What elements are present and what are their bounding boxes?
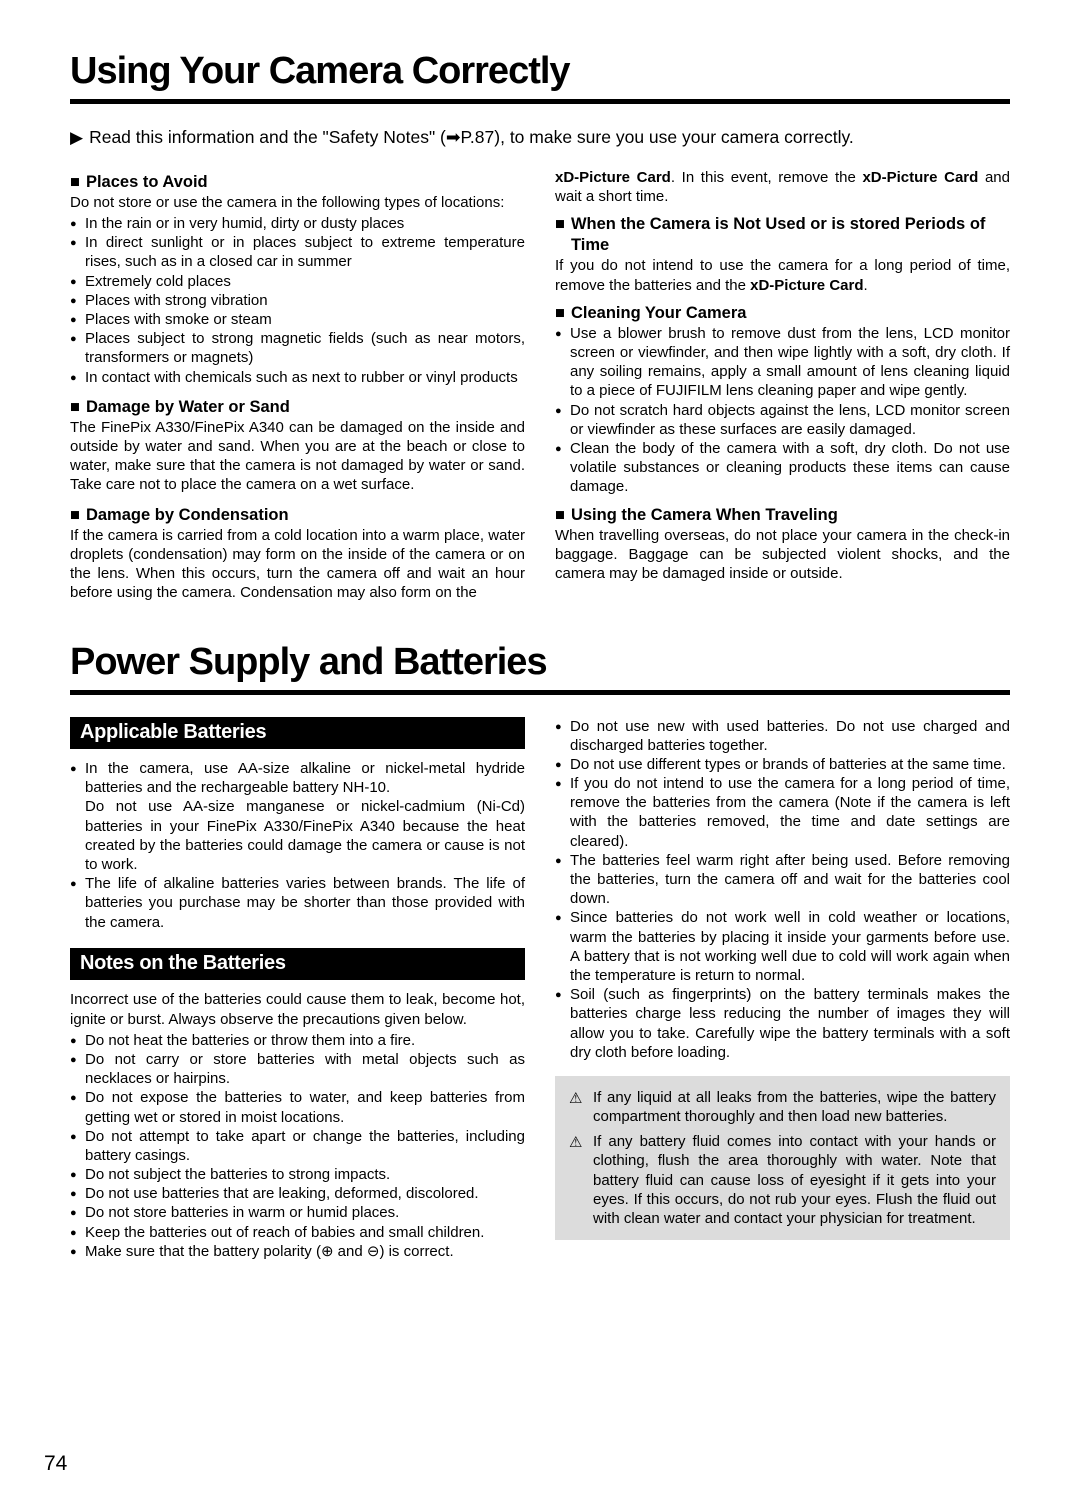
list-item: Since batteries do not work well in cold… xyxy=(555,908,1010,985)
section2-left-col: Applicable Batteries In the camera, use … xyxy=(70,717,525,1262)
places-list: In the rain or in very humid, dirty or d… xyxy=(70,214,525,387)
list-item: Do not use batteries that are leaking, d… xyxy=(70,1184,525,1203)
list-item: Keep the batteries out of reach of babie… xyxy=(70,1223,525,1242)
notused-heading: ■ When the Camera is Not Used or is store… xyxy=(555,214,1010,256)
arrow-icon: ▶ xyxy=(70,126,83,150)
clean-heading-text: Cleaning Your Camera xyxy=(571,303,746,324)
cond-heading: ■ Damage by Condensation xyxy=(70,505,525,526)
list-item: Places with strong vibration xyxy=(70,291,525,310)
square-icon: ■ xyxy=(555,214,565,235)
list-item: In direct sunlight or in places subject … xyxy=(70,233,525,271)
section1-columns: ■ Places to Avoid Do not store or use the… xyxy=(70,168,1010,605)
notes-bar: Notes on the Batteries xyxy=(70,948,525,981)
notused-c: . xyxy=(864,277,868,294)
list-item: Clean the body of the camera with a soft… xyxy=(555,439,1010,497)
list-item: The life of alkaline batteries varies be… xyxy=(70,874,525,932)
intro-paragraph: ▶ Read this information and the "Safety … xyxy=(70,126,1010,150)
more-notes-list: Do not use new with used batteries. Do n… xyxy=(555,717,1010,1062)
xd-bold-1: xD-Picture Card xyxy=(555,169,671,186)
square-icon: ■ xyxy=(555,303,565,324)
warning-item: ⚠ If any liquid at all leaks from the ba… xyxy=(569,1088,996,1126)
list-item: Soil (such as fingerprints) on the batte… xyxy=(555,985,1010,1062)
list-item: Do not heat the batteries or throw them … xyxy=(70,1031,525,1050)
list-item: In the camera, use AA-size alkaline or n… xyxy=(70,759,525,797)
list-item: Do not scratch hard objects against the … xyxy=(555,401,1010,439)
list-item: Do not use different types or brands of … xyxy=(555,755,1010,774)
places-heading: ■ Places to Avoid xyxy=(70,172,525,193)
caution-icon: ⚠ xyxy=(569,1089,582,1108)
applicable-list: In the camera, use AA-size alkaline or n… xyxy=(70,759,525,797)
notes-list: Do not heat the batteries or throw them … xyxy=(70,1031,525,1261)
caution-icon: ⚠ xyxy=(569,1133,582,1152)
list-item: Extremely cold places xyxy=(70,272,525,291)
cond-heading-text: Damage by Condensation xyxy=(86,505,289,526)
page-number: 74 xyxy=(44,1452,67,1476)
travel-heading-text: Using the Camera When Traveling xyxy=(571,505,838,526)
list-item: Do not subject the batteries to strong i… xyxy=(70,1165,525,1184)
clean-heading: ■ Cleaning Your Camera xyxy=(555,303,1010,324)
water-heading: ■ Damage by Water or Sand xyxy=(70,397,525,418)
notes-intro: Incorrect use of the batteries could cau… xyxy=(70,990,525,1028)
applicable-sub: Do not use AA-size manganese or nickel-c… xyxy=(70,797,525,874)
warning-box: ⚠ If any liquid at all leaks from the ba… xyxy=(555,1076,1010,1240)
clean-list: Use a blower brush to remove dust from t… xyxy=(555,324,1010,497)
section1-left-col: ■ Places to Avoid Do not store or use the… xyxy=(70,168,525,605)
list-item: Places with smoke or steam xyxy=(70,310,525,329)
list-item: Make sure that the battery polarity (⊕ a… xyxy=(70,1242,525,1261)
applicable-list-2: The life of alkaline batteries varies be… xyxy=(70,874,525,932)
list-item: Do not attempt to take apart or change t… xyxy=(70,1127,525,1165)
section-title-power: Power Supply and Batteries xyxy=(70,641,1010,695)
list-item: Places subject to strong magnetic fields… xyxy=(70,329,525,367)
list-item: In the rain or in very humid, dirty or d… xyxy=(70,214,525,233)
section-title-using-camera: Using Your Camera Correctly xyxy=(70,50,1010,104)
places-heading-text: Places to Avoid xyxy=(86,172,208,193)
square-icon: ■ xyxy=(70,172,80,193)
notused-heading-text: When the Camera is Not Used or is stored… xyxy=(571,214,1010,256)
warning-text-1: If any liquid at all leaks from the batt… xyxy=(593,1089,996,1125)
xd-continuation: xD-Picture Card. In this event, remove t… xyxy=(555,168,1010,206)
list-item: If you do not intend to use the camera f… xyxy=(555,774,1010,851)
section2-right-col: Do not use new with used batteries. Do n… xyxy=(555,717,1010,1262)
list-item: The batteries feel warm right after bein… xyxy=(555,851,1010,909)
xd-mid: . In this event, remove the xyxy=(671,169,863,186)
list-item: In contact with chemicals such as next t… xyxy=(70,368,525,387)
list-item: Do not carry or store batteries with met… xyxy=(70,1050,525,1088)
travel-text: When travelling overseas, do not place y… xyxy=(555,526,1010,584)
places-intro: Do not store or use the camera in the fo… xyxy=(70,193,525,212)
water-heading-text: Damage by Water or Sand xyxy=(86,397,290,418)
applicable-bar: Applicable Batteries xyxy=(70,717,525,750)
list-item: Do not expose the batteries to water, an… xyxy=(70,1088,525,1126)
xd-bold-2: xD-Picture Card xyxy=(862,169,978,186)
section2: Power Supply and Batteries Applicable Ba… xyxy=(70,641,1010,1262)
square-icon: ■ xyxy=(70,505,80,526)
water-text: The FinePix A330/FinePix A340 can be dam… xyxy=(70,418,525,495)
intro-text: Read this information and the "Safety No… xyxy=(89,126,854,150)
list-item: Do not store batteries in warm or humid … xyxy=(70,1203,525,1222)
warning-item: ⚠ If any battery fluid comes into contac… xyxy=(569,1132,996,1228)
travel-heading: ■ Using the Camera When Traveling xyxy=(555,505,1010,526)
section1-right-col: xD-Picture Card. In this event, remove t… xyxy=(555,168,1010,605)
list-item: Do not use new with used batteries. Do n… xyxy=(555,717,1010,755)
section2-columns: Applicable Batteries In the camera, use … xyxy=(70,717,1010,1262)
notused-b: xD-Picture Card xyxy=(750,277,863,294)
square-icon: ■ xyxy=(70,397,80,418)
warning-text-2: If any battery fluid comes into contact … xyxy=(593,1133,996,1227)
list-item: Use a blower brush to remove dust from t… xyxy=(555,324,1010,401)
notused-text: If you do not intend to use the camera f… xyxy=(555,256,1010,294)
cond-text: If the camera is carried from a cold loc… xyxy=(70,526,525,603)
square-icon: ■ xyxy=(555,505,565,526)
